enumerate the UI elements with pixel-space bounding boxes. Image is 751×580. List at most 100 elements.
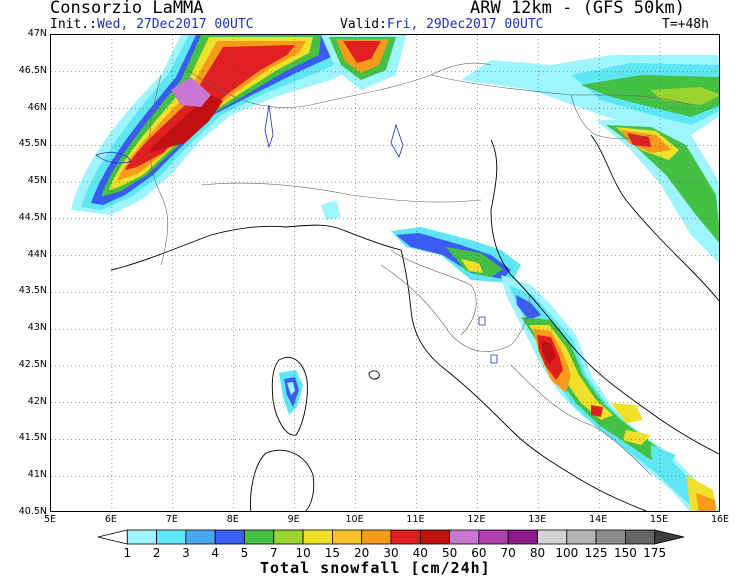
- colorbar-swatch: [625, 529, 656, 545]
- init-value: Wed, 27Dec2017 00UTC: [96, 17, 254, 32]
- lat-label: 45.5N: [18, 138, 47, 150]
- lon-label: 8E: [226, 514, 239, 525]
- lat-label: 47N: [27, 28, 47, 39]
- colorbar-level-label: 175: [643, 546, 667, 560]
- colorbar-swatch: [654, 529, 685, 545]
- snow-area-corsica-3: [287, 382, 295, 395]
- coastline-istria: [590, 134, 719, 302]
- colorbar-level-label: 1: [123, 546, 132, 560]
- snow-area-croatia-2: [606, 125, 719, 243]
- valid-label: Valid:: [340, 17, 387, 32]
- lon-label: 13E: [528, 514, 547, 525]
- colorbar-swatch: [126, 529, 158, 545]
- colorbar-level-label: 10: [295, 546, 311, 560]
- lake-bolsena: [490, 354, 498, 364]
- border-slovenia: [570, 94, 652, 140]
- colorbar-swatch: [478, 529, 509, 545]
- lat-label: 41.5N: [18, 432, 47, 444]
- border-regions-south: [510, 364, 652, 476]
- coastline-sardinia: [250, 449, 315, 511]
- lake-geneva: [95, 152, 132, 164]
- snow-area-apennines-south: [611, 403, 643, 423]
- snowfall-map: [50, 34, 720, 512]
- lat-label: 45N: [27, 175, 47, 187]
- valid-value: Fri, 29Dec2017 00UTC: [386, 17, 544, 32]
- coastline-liguria: [110, 224, 402, 271]
- colorbar-boxes: [97, 529, 685, 545]
- snow-area-alps-west-9: [171, 77, 211, 107]
- snow-area-apennines-south-6: [651, 445, 676, 465]
- lon-label: 10E: [345, 514, 364, 525]
- lake-maggiore: [264, 104, 274, 149]
- colorbar-level-label: 150: [613, 546, 637, 560]
- coastline-corsica: [271, 356, 308, 436]
- snow-area-alps-west-8: [147, 93, 223, 153]
- colorbar-level-label: 15: [324, 546, 341, 560]
- colorbar-swatch: [302, 529, 333, 545]
- colorbar-level-label: 100: [555, 546, 579, 560]
- colorbar-level-label: 3: [182, 546, 190, 560]
- border-regions-north: [200, 182, 482, 203]
- snow-area-alps-central-4: [343, 41, 381, 63]
- lat-label: 40.5N: [18, 506, 47, 517]
- colorbar-swatch: [273, 529, 304, 545]
- snow-area-apennines-north: [321, 200, 341, 220]
- snow-area-alps-east-3: [581, 75, 719, 117]
- organization-title: Consorzio LaMMA: [50, 0, 204, 18]
- colorbar-swatch: [419, 529, 450, 545]
- colorbar-level-label: 125: [584, 546, 608, 560]
- colorbar-level-label: 70: [500, 546, 516, 560]
- colorbar-level-label: 2: [152, 546, 161, 560]
- lon-label: 15E: [650, 514, 669, 525]
- colorbar-level-label: 5: [240, 546, 249, 560]
- colorbar-swatch: [390, 529, 421, 545]
- lake-trasimeno: [478, 316, 486, 326]
- valid-time: Valid:Fri, 29Dec2017 00UTC: [340, 17, 544, 32]
- init-time: Init.:Wed, 27Dec2017 00UTC: [50, 17, 254, 32]
- lakes: [95, 104, 498, 364]
- colorbar-title: Total snowfall [cm/24h]: [260, 559, 491, 577]
- colorbar-swatch: [244, 529, 275, 545]
- lat-label: 46N: [27, 101, 47, 113]
- colorbar-swatch: [331, 529, 363, 545]
- map-canvas: [51, 35, 719, 511]
- snow-area-apennines-south-2: [591, 405, 603, 417]
- colorbar-level-label: 4: [211, 546, 219, 560]
- colorbar-swatch: [185, 529, 216, 545]
- lon-label: 9E: [287, 514, 300, 525]
- lake-garda: [390, 123, 404, 158]
- colorbar-swatch: [97, 529, 128, 545]
- colorbar-level-label: 40: [412, 546, 428, 560]
- init-label: Init.:: [50, 17, 97, 32]
- snow-area-apennines-north-5: [461, 259, 483, 273]
- colorbar-swatch: [361, 529, 392, 545]
- colorbar-swatch: [156, 529, 187, 545]
- coastline-elba: [368, 370, 380, 380]
- colorbar-swatch: [537, 529, 568, 545]
- colorbar-swatch: [507, 529, 538, 545]
- lon-label: 7E: [165, 514, 178, 525]
- lat-label: 43.5N: [18, 285, 47, 297]
- colorbar-level-label: 30: [383, 546, 399, 560]
- lon-label: 12E: [467, 514, 486, 525]
- coastlines: [110, 134, 719, 511]
- lon-label: 11E: [406, 514, 425, 525]
- snow-area-apennines-central-3: [516, 295, 541, 320]
- colorbar-level-label: 7: [269, 546, 278, 560]
- snow-area-apennines-south-5: [696, 493, 716, 511]
- colorbar-level-label: 80: [529, 546, 546, 560]
- colorbar-level-label: 60: [471, 546, 487, 560]
- colorbar-swatch: [214, 529, 245, 545]
- borders: [149, 62, 692, 476]
- coastline-adriatic: [490, 139, 719, 455]
- lon-label: 14E: [589, 514, 608, 525]
- colorbar-level-label: 20: [354, 546, 370, 560]
- lat-label: 44N: [27, 248, 47, 260]
- coastline-tuscany: [400, 249, 648, 511]
- lat-label: 41N: [27, 469, 47, 481]
- forecast-step: T=+48h: [662, 17, 709, 32]
- lat-label: 44.5N: [18, 211, 47, 223]
- border-switzerland: [180, 62, 492, 108]
- lon-label: 5E: [43, 514, 57, 525]
- lat-label: 46.5N: [18, 64, 47, 76]
